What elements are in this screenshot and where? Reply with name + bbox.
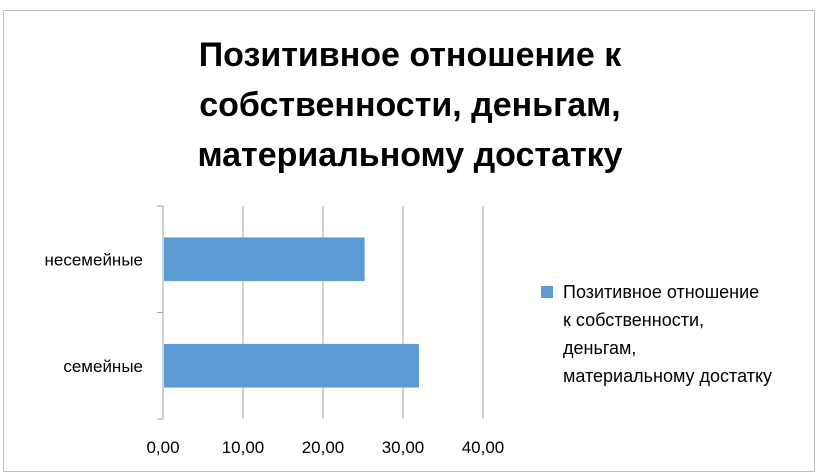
bar — [164, 343, 419, 388]
category-label: несемейные — [45, 250, 144, 269]
legend-label-line-1: Позитивное отношение — [563, 282, 760, 302]
chart-frame — [3, 10, 815, 472]
chart-title-line-3: материальному достатку — [197, 136, 623, 174]
category-label: семейные — [63, 357, 143, 376]
x-tick-label: 40,00 — [462, 438, 505, 457]
chart-legend: Позитивное отношение к собственности, де… — [541, 278, 811, 390]
legend-label: Позитивное отношение к собственности, де… — [563, 278, 811, 390]
chart-title: Позитивное отношение к собственности, де… — [0, 30, 820, 180]
legend-swatch — [541, 286, 553, 298]
chart-title-line-2: собственности, деньгам, — [199, 86, 621, 124]
legend-label-line-4: материальному достатку — [563, 366, 773, 386]
x-tick-label: 30,00 — [382, 438, 425, 457]
bar — [164, 237, 365, 282]
legend-label-line-3: деньгам, — [563, 338, 637, 358]
x-tick-label: 20,00 — [302, 438, 345, 457]
x-tick-label: 10,00 — [222, 438, 265, 457]
chart-title-line-1: Позитивное отношение к — [198, 36, 622, 74]
legend-label-line-2: к собственности, — [563, 310, 705, 330]
x-tick-label: 0,00 — [146, 438, 179, 457]
